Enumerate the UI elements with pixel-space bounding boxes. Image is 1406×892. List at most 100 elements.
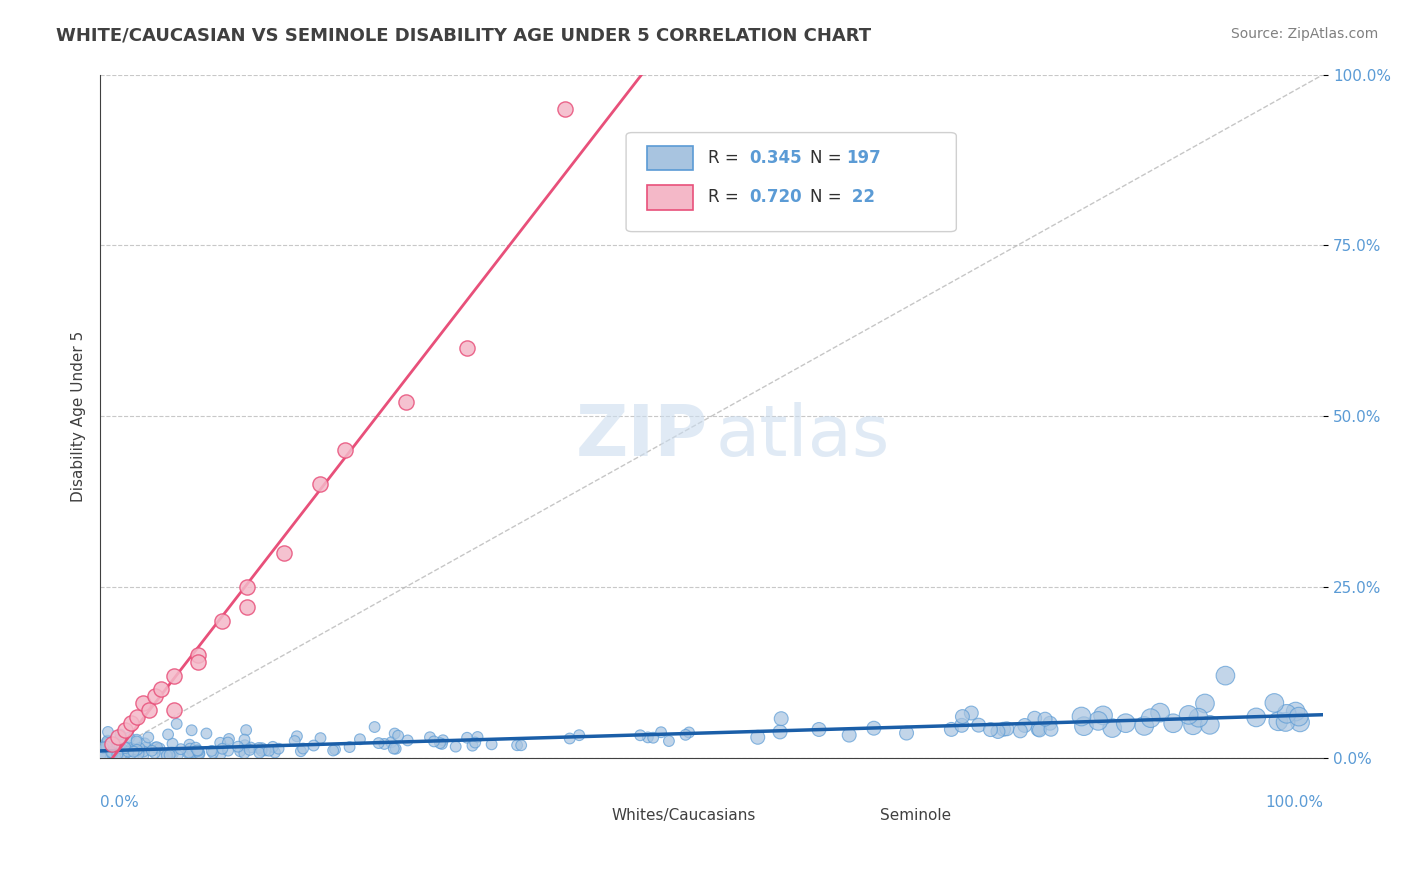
Point <box>273 546 295 560</box>
Point <box>628 728 651 742</box>
Point <box>209 736 232 750</box>
Point <box>239 743 262 757</box>
Point <box>97 733 120 747</box>
Point <box>186 743 208 757</box>
Point <box>97 736 120 750</box>
Text: 197: 197 <box>846 149 882 167</box>
Point <box>464 735 486 749</box>
Point <box>1070 709 1092 723</box>
Point <box>643 731 665 745</box>
Point <box>1274 714 1296 729</box>
Point <box>1024 711 1046 725</box>
Point <box>201 744 224 758</box>
Point <box>149 741 172 756</box>
Point <box>1187 711 1209 725</box>
Point <box>430 737 453 751</box>
Point <box>211 741 233 756</box>
Point <box>456 341 478 355</box>
Point <box>108 745 131 759</box>
Point <box>124 744 146 758</box>
Point <box>91 749 114 764</box>
Point <box>461 739 484 753</box>
Point <box>162 703 184 717</box>
Point <box>91 740 114 755</box>
Point <box>481 737 503 751</box>
Point <box>363 720 385 734</box>
Point <box>1033 712 1056 726</box>
Text: 100.0%: 100.0% <box>1265 795 1323 810</box>
Point <box>143 689 166 703</box>
Point <box>1026 722 1049 736</box>
Point <box>125 709 148 723</box>
Point <box>111 749 134 764</box>
Point <box>181 745 204 759</box>
Point <box>747 731 769 745</box>
Point <box>93 749 115 764</box>
Point <box>250 741 273 756</box>
Point <box>118 731 141 745</box>
Point <box>506 738 529 752</box>
Point <box>678 725 700 739</box>
Point <box>128 744 150 758</box>
Point <box>1289 715 1312 730</box>
Point <box>302 739 325 753</box>
Point <box>1275 706 1298 721</box>
Point <box>1182 718 1205 732</box>
Point <box>380 735 402 749</box>
Point <box>114 741 136 756</box>
Point <box>187 655 209 669</box>
Point <box>146 740 169 755</box>
Point <box>179 741 201 756</box>
Point <box>162 747 184 761</box>
Point <box>94 749 117 764</box>
Point <box>136 731 159 745</box>
Point <box>96 739 118 754</box>
Point <box>124 742 146 756</box>
Point <box>247 741 270 756</box>
Point <box>1133 719 1156 733</box>
Point <box>120 741 142 756</box>
Point <box>1039 723 1062 737</box>
Point <box>94 748 117 763</box>
Point <box>236 580 259 594</box>
Text: Source: ZipAtlas.com: Source: ZipAtlas.com <box>1230 27 1378 41</box>
Point <box>125 732 148 747</box>
Point <box>960 706 983 720</box>
Point <box>467 730 489 744</box>
Point <box>267 741 290 756</box>
Point <box>1028 723 1050 737</box>
Point <box>177 746 200 760</box>
Point <box>104 749 127 764</box>
Point <box>107 747 129 761</box>
Point <box>96 735 118 749</box>
FancyBboxPatch shape <box>558 804 603 828</box>
Point <box>568 728 591 742</box>
Point <box>97 725 120 739</box>
Point <box>1010 723 1032 738</box>
Point <box>217 744 239 758</box>
Text: WHITE/CAUCASIAN VS SEMINOLE DISABILITY AGE UNDER 5 CORRELATION CHART: WHITE/CAUCASIAN VS SEMINOLE DISABILITY A… <box>56 27 872 45</box>
Point <box>159 746 181 760</box>
Point <box>111 741 134 756</box>
Point <box>952 709 974 723</box>
Point <box>107 730 129 744</box>
Point <box>128 741 150 756</box>
Point <box>188 747 211 761</box>
Point <box>179 746 201 760</box>
FancyBboxPatch shape <box>828 804 872 828</box>
Text: Whites/Caucasians: Whites/Caucasians <box>612 808 756 823</box>
Point <box>128 747 150 761</box>
Point <box>150 682 173 697</box>
Point <box>995 722 1018 736</box>
Point <box>120 716 142 731</box>
Point <box>456 731 478 745</box>
Point <box>156 748 179 763</box>
Text: 0.0%: 0.0% <box>100 795 139 810</box>
Text: Seminole: Seminole <box>880 808 952 823</box>
Point <box>101 747 124 762</box>
Y-axis label: Disability Age Under 5: Disability Age Under 5 <box>72 330 86 501</box>
Point <box>1073 719 1095 733</box>
Point <box>807 723 830 737</box>
Point <box>257 744 280 758</box>
FancyBboxPatch shape <box>626 133 956 232</box>
